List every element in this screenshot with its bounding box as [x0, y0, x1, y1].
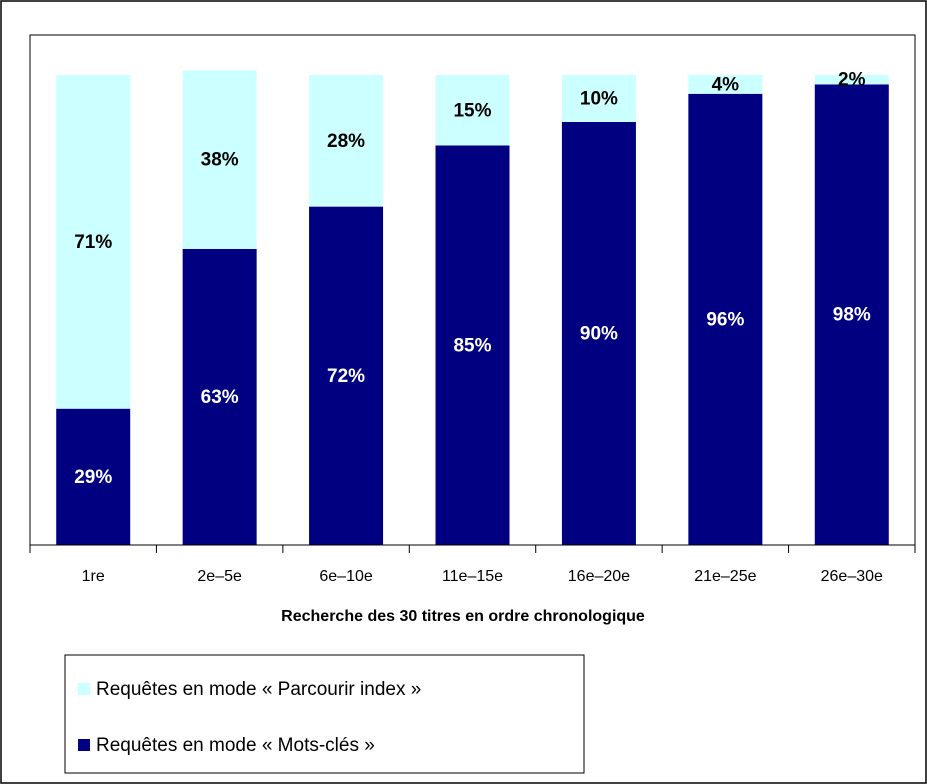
legend-label: Requêtes en mode « Parcourir index »	[96, 679, 421, 700]
x-tick-label: 16e–20e	[568, 568, 630, 585]
x-tick-label: 6e–10e	[319, 568, 372, 585]
bar-segment	[814, 84, 889, 546]
data-label: 28%	[327, 131, 365, 152]
bar-segment	[688, 75, 763, 94]
bar-segment	[309, 206, 384, 545]
x-tick-label: 26e–30e	[821, 568, 883, 585]
data-label: 98%	[833, 305, 871, 326]
data-label: 71%	[74, 232, 112, 253]
bar-segment	[309, 75, 384, 207]
legend-box	[64, 654, 585, 774]
bar-segment	[814, 75, 889, 85]
legend-swatch	[78, 739, 90, 751]
data-label: 10%	[580, 89, 618, 110]
bar-segment	[182, 70, 257, 249]
plot-frame	[29, 34, 916, 545]
data-label: 85%	[453, 335, 491, 356]
data-label: 72%	[327, 366, 365, 387]
x-tick-label: 2e–5e	[197, 568, 242, 585]
x-axis-title: Recherche des 30 titres en ordre chronol…	[281, 608, 645, 625]
bar-segment	[56, 408, 131, 545]
bar-segment	[561, 122, 636, 545]
bar-segment	[561, 75, 636, 122]
data-label: 63%	[201, 387, 239, 408]
x-tick-label: 1re	[82, 568, 105, 585]
bar-segment	[56, 75, 131, 409]
data-label: 15%	[453, 100, 491, 121]
bar-segment	[182, 248, 257, 545]
data-label: 90%	[580, 324, 618, 345]
data-label: 96%	[706, 309, 744, 330]
legend-label: Requêtes en mode « Mots-clés »	[96, 735, 375, 756]
data-label: 2%	[838, 70, 866, 91]
bar-segment	[688, 93, 763, 546]
x-tick-label: 11e–15e	[442, 568, 503, 585]
bar-segment	[435, 75, 510, 146]
bar-segment	[435, 145, 510, 545]
x-tick-label: 21e–25e	[694, 568, 756, 585]
data-label: 38%	[201, 150, 239, 171]
data-label: 4%	[712, 74, 740, 95]
data-label: 29%	[74, 467, 112, 488]
legend-swatch	[78, 683, 90, 695]
